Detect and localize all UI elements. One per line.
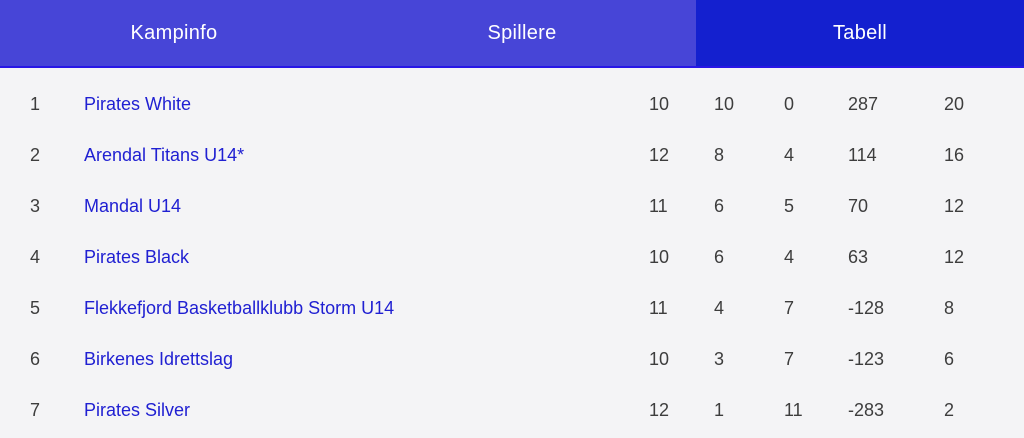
stat-played: 11 — [649, 196, 668, 216]
stat-diff: 63 — [848, 247, 869, 267]
stat-points: 8 — [944, 298, 955, 318]
table-row: 3 Mandal U14 11 6 5 70 12 — [0, 181, 1024, 232]
table-row: 2 Arendal Titans U14* 12 8 4 114 16 — [0, 130, 1024, 181]
team-link[interactable]: Pirates White — [84, 94, 192, 114]
rank: 1 — [30, 94, 41, 114]
stat-points: 2 — [944, 400, 955, 420]
stat-wins: 10 — [714, 94, 735, 114]
stat-diff: 70 — [848, 196, 869, 216]
tab-tabell[interactable]: Tabell — [696, 0, 1024, 66]
rank: 2 — [30, 145, 41, 165]
stat-played: 12 — [649, 145, 670, 165]
tab-kampinfo[interactable]: Kampinfo — [130, 21, 218, 44]
stat-points: 12 — [944, 196, 965, 216]
stat-wins: 8 — [714, 145, 725, 165]
table-row: 6 Birkenes Idrettslag 10 3 7 -123 6 — [0, 334, 1024, 385]
stat-losses: 4 — [784, 247, 795, 267]
rank: 4 — [30, 247, 41, 267]
stat-played: 10 — [649, 247, 670, 267]
team-link[interactable]: Pirates Black — [84, 247, 190, 267]
team-link[interactable]: Flekkefjord Basketballklubb Storm U14 — [84, 298, 395, 318]
stat-points: 12 — [944, 247, 965, 267]
rank: 3 — [30, 196, 41, 216]
stat-losses: 7 — [784, 298, 795, 318]
stat-diff: -283 — [848, 400, 885, 420]
stat-diff: -123 — [848, 349, 885, 369]
stat-played: 10 — [649, 94, 670, 114]
table-row: 1 Pirates White 10 10 0 287 20 — [0, 79, 1024, 130]
stat-points: 16 — [944, 145, 965, 165]
rank: 6 — [30, 349, 41, 369]
tab-spillere[interactable]: Spillere — [487, 21, 557, 44]
stat-wins: 6 — [714, 247, 725, 267]
tab-bar: Kampinfo Spillere Tabell — [0, 0, 1024, 68]
team-link[interactable]: Mandal U14 — [84, 196, 182, 216]
stat-points: 6 — [944, 349, 955, 369]
stat-diff: -128 — [848, 298, 885, 318]
stat-wins: 1 — [714, 400, 725, 420]
standings-table: 1 Pirates White 10 10 0 287 20 2 Arendal… — [0, 68, 1024, 436]
rank: 5 — [30, 298, 41, 318]
stat-losses: 4 — [784, 145, 795, 165]
stat-losses: 5 — [784, 196, 795, 216]
stat-played: 10 — [649, 349, 670, 369]
stat-diff: 114 — [848, 145, 877, 165]
team-link[interactable]: Birkenes Idrettslag — [84, 349, 234, 369]
stat-losses: 0 — [784, 94, 795, 114]
table-row: 7 Pirates Silver 12 1 11 -283 2 — [0, 385, 1024, 436]
stat-wins: 4 — [714, 298, 725, 318]
team-link[interactable]: Arendal Titans U14* — [84, 145, 245, 165]
stat-wins: 3 — [714, 349, 725, 369]
stat-diff: 287 — [848, 94, 879, 114]
stat-points: 20 — [944, 94, 965, 114]
table-row: 4 Pirates Black 10 6 4 63 12 — [0, 232, 1024, 283]
stat-wins: 6 — [714, 196, 725, 216]
rank: 7 — [30, 400, 41, 420]
stat-played: 12 — [649, 400, 670, 420]
stat-played: 11 — [649, 298, 668, 318]
stat-losses: 7 — [784, 349, 795, 369]
team-link[interactable]: Pirates Silver — [84, 400, 191, 420]
stat-losses: 11 — [784, 400, 803, 420]
table-row: 5 Flekkefjord Basketballklubb Storm U14 … — [0, 283, 1024, 334]
